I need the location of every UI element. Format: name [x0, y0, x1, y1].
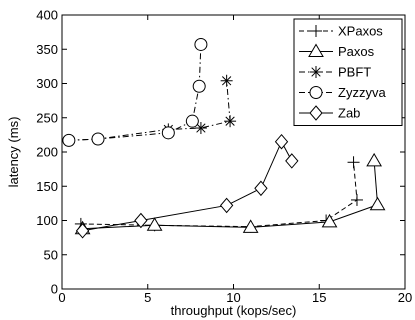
data-point-zab [75, 223, 90, 239]
series-layer [62, 37, 386, 239]
series-xpaxos [74, 156, 363, 233]
legend-item-pbft: PBFT [299, 65, 371, 80]
legend-item-paxos: Paxos [299, 43, 375, 59]
series-line-pbft [68, 80, 231, 141]
series-zab [75, 133, 299, 239]
legend-marker-paxos [308, 43, 324, 57]
data-point-pbft [224, 115, 237, 128]
legend-label-zab: Zab [338, 106, 360, 121]
y-tick-label: 400 [36, 8, 58, 23]
legend: XPaxos Paxos PBFT Zyzzyva Zab [293, 18, 403, 126]
data-point-paxos [146, 217, 163, 231]
data-point-zab [219, 197, 234, 214]
y-tick-label: 150 [36, 179, 58, 194]
data-point-paxos [321, 213, 338, 228]
legend-item-zyzzyva: Zyzzyva [299, 85, 386, 100]
data-point-zab [285, 153, 299, 169]
y-tick-label: 200 [36, 145, 58, 160]
legend-marker-pbft [310, 66, 322, 78]
legend-label-xpaxos: XPaxos [338, 24, 383, 39]
data-point-zab [134, 212, 148, 229]
legend-item-xpaxos: XPaxos [299, 24, 383, 39]
data-point-zyzzyva [192, 79, 206, 93]
legend-item-zab: Zab [299, 105, 360, 121]
y-tick-label: 100 [36, 213, 58, 228]
y-tick-label: 0 [51, 282, 58, 297]
x-tick-label: 20 [398, 290, 412, 305]
series-zyzzyva [62, 37, 208, 147]
legend-label-pbft: PBFT [338, 65, 371, 80]
data-point-paxos [366, 152, 383, 167]
data-point-zyzzyva [62, 133, 76, 147]
data-point-xpaxos [350, 193, 363, 206]
data-point-zab [274, 133, 289, 150]
data-point-zyzzyva [194, 37, 208, 51]
data-point-zyzzyva [91, 132, 105, 146]
data-point-paxos [369, 196, 386, 211]
series-line-xpaxos [80, 162, 358, 228]
y-tick-label: 300 [36, 76, 58, 91]
series-line-zyzzyva [68, 44, 202, 141]
x-tick-label: 0 [58, 290, 65, 305]
x-axis-label: throughput (kops/sec) [171, 303, 297, 318]
legend-label-paxos: Paxos [338, 44, 375, 59]
y-tick-label: 250 [36, 110, 58, 125]
series-paxos [74, 152, 386, 235]
data-point-pbft [194, 122, 207, 135]
y-tick-label: 50 [44, 247, 58, 262]
data-point-zyzzyva [185, 114, 199, 128]
series-pbft [62, 74, 237, 147]
x-tick-label: 15 [312, 290, 326, 305]
x-tick-label: 5 [144, 290, 151, 305]
legend-label-zyzzyva: Zyzzyva [338, 85, 386, 100]
legend-marker-zyzzyva [309, 86, 323, 99]
data-point-paxos [242, 219, 259, 233]
y-tick-label: 350 [36, 42, 58, 57]
data-point-xpaxos [347, 156, 360, 169]
series-line-paxos [82, 160, 379, 230]
data-point-pbft [220, 74, 233, 87]
legend-marker-zab [309, 105, 323, 121]
legend-marker-xpaxos [310, 25, 322, 37]
x-tick-label: 10 [226, 290, 240, 305]
data-point-zab [254, 180, 268, 197]
y-axis-label: latency (ms) [6, 117, 21, 188]
data-point-zyzzyva [161, 126, 175, 140]
